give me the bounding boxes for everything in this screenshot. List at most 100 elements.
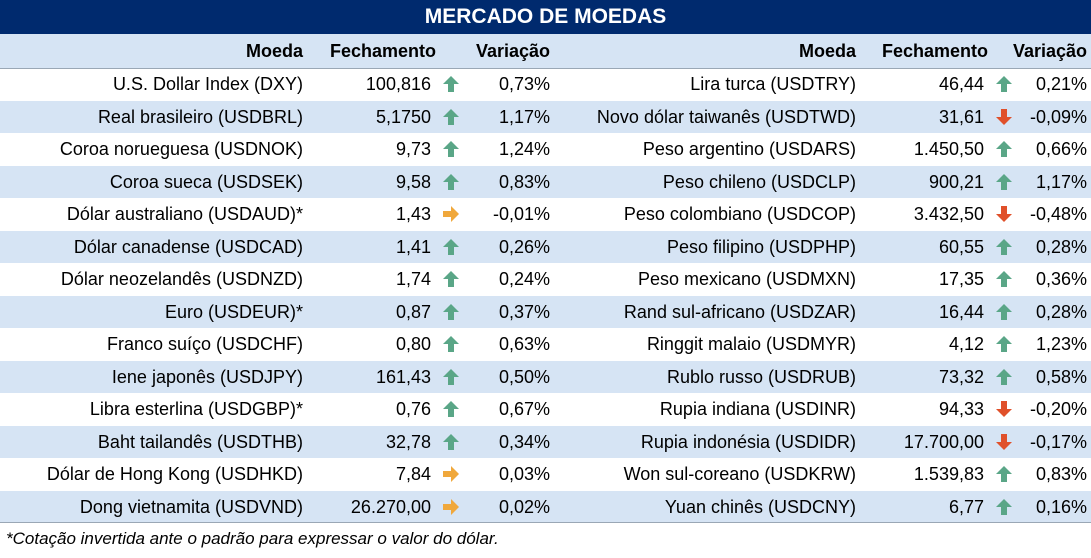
change-percent: 0,58% [1035,366,1087,387]
currency-name: Peso filipino (USDPHP) [666,236,856,257]
trend-flat-arrow-icon [442,465,460,483]
trend-up-arrow-icon [442,108,460,126]
trend-up-arrow-icon [442,433,460,451]
currency-name: Dólar neozelandês (USDNZD) [60,269,303,289]
closing-value: 9,73 [395,139,431,159]
currency-name: Baht tailandês (USDTHB) [97,431,303,452]
closing-value: 5,1750 [375,106,431,127]
currency-name: Lira turca (USDTRY) [690,74,856,94]
change-percent: 0,36% [1035,269,1087,289]
trend-up-arrow-icon [995,75,1013,93]
currency-name: Peso colombiano (USDCOP) [623,204,856,224]
currency-name: Coroa sueca (USDSEK) [109,171,303,192]
change-percent: -0,48% [1029,204,1087,224]
currency-name: Yuan chinês (USDCNY) [664,496,856,517]
closing-value: 7,84 [395,464,431,484]
table-row: U.S. Dollar Index (DXY) 100,816 0,73% Lira … [0,68,1091,101]
change-percent: 0,37% [498,301,550,322]
trend-up-arrow-icon [442,75,460,93]
closing-value: 1,41 [395,236,431,257]
column-header-row: Moeda Fechamento Variação Moeda Fechamen… [0,34,1091,69]
trend-up-arrow-icon [442,173,460,191]
closing-value: 94,33 [938,399,984,419]
change-percent: 0,83% [498,171,550,192]
trend-down-arrow-icon [995,108,1013,126]
change-percent: 1,23% [1035,334,1087,354]
currency-name: Coroa norueguesa (USDNOK) [59,139,303,159]
closing-value: 900,21 [928,171,984,192]
currency-name: Ringgit malaio (USDMYR) [646,334,856,354]
table-row: Dólar de Hong Kong (USDHKD) 7,84 0,03% Won … [0,458,1091,491]
change-percent: 0,63% [498,334,550,354]
currency-name: Franco suíço (USDCHF) [106,334,303,354]
trend-down-arrow-icon [995,400,1013,418]
closing-value: 31,61 [938,106,984,127]
change-percent: 0,16% [1035,496,1087,517]
closing-value: 60,55 [938,236,984,257]
change-percent: 1,17% [498,106,550,127]
closing-value: 26.270,00 [350,496,431,517]
currency-name: Dólar de Hong Kong (USDHKD) [46,464,303,484]
currency-name: Novo dólar taiwanês (USDTWD) [596,106,856,127]
table-row: Dólar canadense (USDCAD) 1,41 0,26% Peso fi… [0,230,1091,263]
closing-value: 100,816 [365,74,431,94]
trend-up-arrow-icon [995,335,1013,353]
trend-up-arrow-icon [995,173,1013,191]
change-percent: 0,83% [1035,464,1087,484]
currency-name: Real brasileiro (USDBRL) [97,106,303,127]
currency-name: Libra esterlina (USDGBP)* [89,399,303,419]
change-percent: -0,20% [1029,399,1087,419]
closing-value: 1,74 [395,269,431,289]
trend-up-arrow-icon [442,303,460,321]
trend-up-arrow-icon [995,140,1013,158]
closing-value: 1.450,50 [913,139,984,159]
change-percent: 0,28% [1035,301,1087,322]
table-row: Coroa norueguesa (USDNOK) 9,73 1,24% Peso a… [0,133,1091,166]
closing-value: 73,32 [938,366,984,387]
change-percent: 0,34% [498,431,550,452]
table-row: Euro (USDEUR)* 0,87 0,37% Rand sul-africano… [0,295,1091,328]
closing-value: 0,87 [395,301,431,322]
trend-up-arrow-icon [442,238,460,256]
currency-name: U.S. Dollar Index (DXY) [112,74,303,94]
header-fechamento-right: Fechamento [881,41,988,61]
table-row: Coroa sueca (USDSEK) 9,58 0,83% Peso chilen… [0,165,1091,198]
closing-value: 46,44 [938,74,984,94]
trend-flat-arrow-icon [442,205,460,223]
change-percent: 1,17% [1035,171,1087,192]
currency-name: Peso mexicano (USDMXN) [637,269,856,289]
currency-name: Rupia indonésia (USDIDR) [640,431,856,452]
change-percent: -0,17% [1029,431,1087,452]
change-percent: 0,73% [498,74,550,94]
table-row: Dong vietnamita (USDVND) 26.270,00 0,02% Yu… [0,490,1091,523]
currency-name: Peso chileno (USDCLP) [662,171,856,192]
currency-name: Dólar canadense (USDCAD) [73,236,303,257]
change-percent: -0,09% [1029,106,1087,127]
change-percent: 0,02% [498,496,550,517]
trend-up-arrow-icon [995,303,1013,321]
closing-value: 1,43 [395,204,431,224]
table-row: Libra esterlina (USDGBP)* 0,76 0,67% Rupia … [0,393,1091,426]
table-row: Iene japonês (USDJPY) 161,43 0,50% Rublo ru… [0,360,1091,393]
currency-name: Dólar australiano (USDAUD)* [66,204,303,224]
trend-up-arrow-icon [442,400,460,418]
closing-value: 3.432,50 [913,204,984,224]
trend-up-arrow-icon [995,368,1013,386]
header-moeda-left: Moeda [245,41,303,61]
closing-value: 16,44 [938,301,984,322]
trend-up-arrow-icon [442,335,460,353]
change-percent: -0,01% [492,204,550,224]
currency-name: Won sul-coreano (USDKRW) [623,464,856,484]
trend-up-arrow-icon [995,270,1013,288]
trend-up-arrow-icon [995,498,1013,516]
currency-name: Euro (USDEUR)* [164,301,303,322]
currency-name: Rand sul-africano (USDZAR) [623,301,856,322]
currency-name: Iene japonês (USDJPY) [111,366,303,387]
table-row: Dólar neozelandês (USDNZD) 1,74 0,24% Peso … [0,263,1091,296]
header-moeda-right: Moeda [798,41,856,61]
table-row: Franco suíço (USDCHF) 0,80 0,63% Ringgit ma… [0,328,1091,361]
closing-value: 4,12 [948,334,984,354]
closing-value: 1.539,83 [913,464,984,484]
trend-up-arrow-icon [442,368,460,386]
closing-value: 6,77 [948,496,984,517]
